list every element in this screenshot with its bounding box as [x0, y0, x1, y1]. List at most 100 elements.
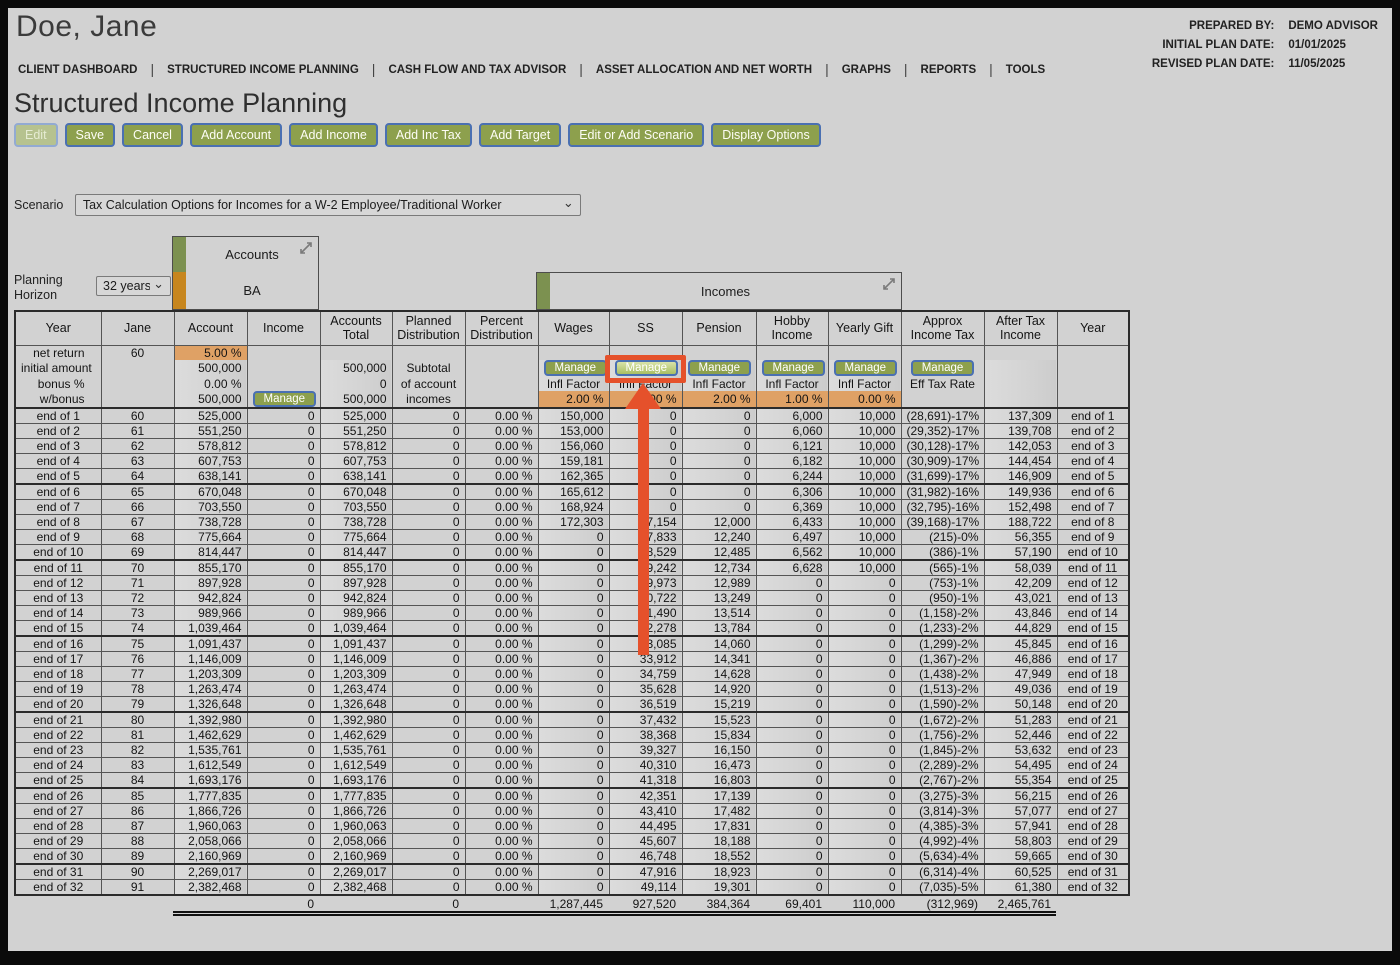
cell: 0 [246, 407, 321, 424]
wages-infl-factor[interactable]: 2.00 % [537, 391, 610, 409]
cell: 6,562 [755, 544, 829, 561]
table-row: end of 8 67 738,728 0 738,728 0 0.00 % 172,303 2… [14, 514, 1130, 530]
nav-item-client-dashboard[interactable]: CLIENT DASHBOARD [18, 64, 138, 76]
cell: end of 13 [1056, 590, 1130, 606]
cell: end of 28 [14, 818, 102, 834]
cell: end of 10 [1056, 544, 1130, 561]
cell: 56,215 [983, 787, 1058, 804]
planning-horizon-select[interactable]: 32 years [96, 276, 171, 296]
cell: end of 24 [1056, 757, 1130, 773]
cell: 32,278 [608, 620, 683, 637]
cell: end of 21 [1056, 711, 1130, 728]
total-cell: (312,969) [900, 897, 983, 916]
cell: 0 [537, 666, 610, 682]
cell: 0 [537, 681, 610, 697]
cell: 0 [246, 468, 321, 485]
hobby-income-manage-button[interactable]: Manage [761, 360, 826, 376]
cell: 146,909 [983, 468, 1058, 485]
cell: 0 [755, 803, 829, 819]
cell: 12,000 [681, 514, 757, 530]
cell: 0 [537, 863, 610, 880]
cell: (5,634)-4% [900, 848, 985, 865]
cell: 551,250 [173, 423, 248, 439]
table-row: end of 29 88 2,058,066 0 2,058,066 0 0.00 % 0 45… [14, 833, 1130, 849]
cell: 0 [391, 742, 466, 758]
cell: 14,628 [681, 666, 757, 682]
cell: 0 [391, 727, 466, 743]
add-income-button[interactable]: Add Income [289, 123, 378, 147]
cell: 0.00 % [464, 742, 539, 758]
add-account-button[interactable]: Add Account [189, 123, 283, 147]
cell: 1,091,437 [319, 635, 393, 652]
scenario-select[interactable]: Tax Calculation Options for Incomes for … [74, 194, 581, 216]
cell: 0 [391, 590, 466, 606]
collapse-icon[interactable] [881, 276, 897, 292]
edit-button[interactable]: Edit [14, 123, 58, 147]
table-row: end of 28 87 1,960,063 0 1,960,063 0 0.00 % 0 44… [14, 818, 1130, 834]
cell: 0 [391, 666, 466, 682]
nav-item-cash-flow-and-tax-advisor[interactable]: CASH FLOW AND TAX ADVISOR [388, 64, 567, 76]
nav-item-reports[interactable]: REPORTS [920, 64, 977, 76]
cancel-button[interactable]: Cancel [122, 123, 183, 147]
cell: 0 [246, 423, 321, 439]
cell: 551,250 [319, 423, 393, 439]
cell: (31,699)-17% [900, 468, 985, 485]
cell: 1,039,464 [319, 620, 393, 637]
cell: 58,803 [983, 833, 1058, 849]
wages-manage-button[interactable]: Manage [543, 360, 608, 376]
cell: 0 [755, 681, 829, 697]
cell: 36,519 [608, 696, 683, 713]
column-header-accounts-total: Accounts Total [319, 310, 393, 346]
cell: 1,960,063 [319, 818, 393, 834]
yearly-gift-manage-button[interactable]: Manage [833, 360, 898, 376]
cell: (1,158)-2% [900, 605, 985, 621]
cell: 0.00 % [464, 666, 539, 682]
table-row: end of 2 61 551,250 0 551,250 0 0.00 % 153,000 0… [14, 423, 1130, 439]
total-cell: 0 [246, 897, 319, 916]
cell: end of 6 [1056, 483, 1130, 500]
cell: 0 [391, 879, 466, 896]
add-inc-tax-button[interactable]: Add Inc Tax [384, 123, 472, 147]
cell: 12,485 [681, 544, 757, 561]
cell: end of 20 [1056, 696, 1130, 713]
cell: 2,269,017 [173, 863, 248, 880]
cell: 45,607 [608, 833, 683, 849]
cell: 13,784 [681, 620, 757, 637]
cell: 0 [391, 863, 466, 880]
cell: end of 26 [14, 787, 102, 804]
pension-infl-factor[interactable]: 2.00 % [681, 391, 757, 409]
cell: 46,748 [608, 848, 683, 865]
cell: 16,803 [681, 772, 757, 789]
total-cell: 2,465,761 [983, 897, 1056, 916]
nav-item-graphs[interactable]: GRAPHS [841, 64, 891, 76]
net-return-value[interactable]: 5.00 % [173, 345, 248, 360]
display-options-button[interactable]: Display Options [711, 123, 821, 147]
pension-manage-button[interactable]: Manage [687, 360, 752, 376]
cell: 0 [391, 575, 466, 591]
cell: 0 [246, 483, 321, 500]
cell: 139,708 [983, 423, 1058, 439]
cell: 15,834 [681, 727, 757, 743]
ss-manage-button[interactable]: Manage [614, 360, 679, 376]
account-income-manage-button[interactable]: Manage [252, 391, 317, 406]
collapse-icon[interactable] [298, 240, 314, 256]
cell: 71 [100, 575, 175, 591]
hobby-infl-factor[interactable]: 1.00 % [755, 391, 829, 409]
cell: end of 27 [14, 803, 102, 819]
nav-item-structured-income-planning[interactable]: STRUCTURED INCOME PLANNING [167, 64, 359, 76]
add-target-button[interactable]: Add Target [478, 123, 562, 147]
ss-infl-factor[interactable]: 2.00 % [608, 391, 683, 409]
cell: 15,219 [681, 696, 757, 713]
app-screen: Doe, Jane PREPARED BY: DEMO ADVISOR INIT… [8, 8, 1392, 951]
income-tax-manage-button[interactable]: Manage [910, 360, 975, 376]
cell: 27,154 [608, 514, 683, 530]
nav-item-asset-allocation-and-net-worth[interactable]: ASSET ALLOCATION AND NET WORTH [595, 64, 813, 76]
save-button[interactable]: Save [64, 123, 116, 147]
gift-infl-factor[interactable]: 0.00 % [827, 391, 902, 409]
cell: 6,497 [755, 529, 829, 545]
cell: 0 [537, 787, 610, 804]
cell: (29,352)-17% [900, 423, 985, 439]
edit-or-add-scenario-button[interactable]: Edit or Add Scenario [568, 123, 705, 147]
cell: 14,341 [681, 651, 757, 667]
nav-item-tools[interactable]: TOOLS [1005, 64, 1046, 76]
